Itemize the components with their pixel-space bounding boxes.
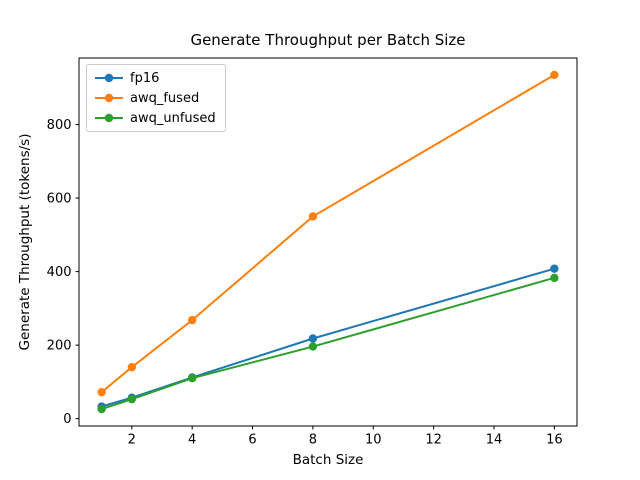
legend-label: fp16 (130, 70, 160, 86)
chart-title: Generate Throughput per Batch Size (190, 31, 466, 49)
data-point-awq_unfused (550, 273, 559, 283)
legend-line-marker-icon (95, 92, 123, 104)
x-tick-label: 14 (486, 433, 503, 448)
data-point-fp16 (550, 264, 559, 273)
data-point-awq_fused (308, 212, 318, 221)
legend-line-marker-icon (95, 112, 123, 124)
x-tick-label: 6 (248, 433, 256, 448)
y-ticks: 0 200 400 600 800 (47, 118, 79, 427)
y-tick-label: 0 (63, 412, 71, 427)
legend-label: awq_fused (130, 90, 200, 106)
data-point-awq_unfused (187, 374, 197, 383)
data-point-awq_unfused (127, 394, 137, 404)
legend-entry-fp16: fp16 (95, 70, 216, 86)
x-tick-label: 10 (365, 433, 382, 448)
y-tick-label: 800 (47, 118, 72, 133)
data-point-awq_fused (97, 387, 106, 397)
data-point-awq_unfused (97, 404, 106, 414)
x-tick-label: 16 (546, 433, 563, 448)
data-point-awq_fused (187, 315, 197, 325)
x-tick-label: 8 (309, 433, 317, 448)
data-point-awq_fused (550, 70, 559, 80)
legend-entry-awq_fused: awq_fused (95, 90, 216, 106)
series-fp16 (97, 264, 559, 411)
y-tick-label: 400 (47, 265, 72, 280)
x-axis-label: Batch Size (292, 452, 364, 468)
legend: fp16 awq_fused awq_unfused (86, 64, 226, 132)
plot-border (78, 57, 578, 427)
x-tick-label: 12 (425, 433, 442, 448)
data-point-awq_fused (127, 362, 137, 372)
x-ticks: 2 4 6 8 10 12 14 16 (128, 426, 563, 448)
series-awq_fused (97, 70, 559, 397)
data-point-fp16 (308, 334, 318, 343)
y-tick-label: 200 (47, 339, 72, 354)
series-awq_unfused (97, 273, 559, 414)
legend-entry-awq_unfused: awq_unfused (95, 110, 216, 126)
x-tick-label: 2 (128, 433, 136, 448)
x-tick-label: 4 (188, 433, 196, 448)
legend-label: awq_unfused (130, 110, 216, 126)
y-axis-label: Generate Throughput (tokens/s) (17, 133, 33, 351)
legend-line-marker-icon (95, 72, 123, 84)
data-point-awq_unfused (308, 342, 318, 351)
y-tick-label: 600 (47, 192, 72, 207)
